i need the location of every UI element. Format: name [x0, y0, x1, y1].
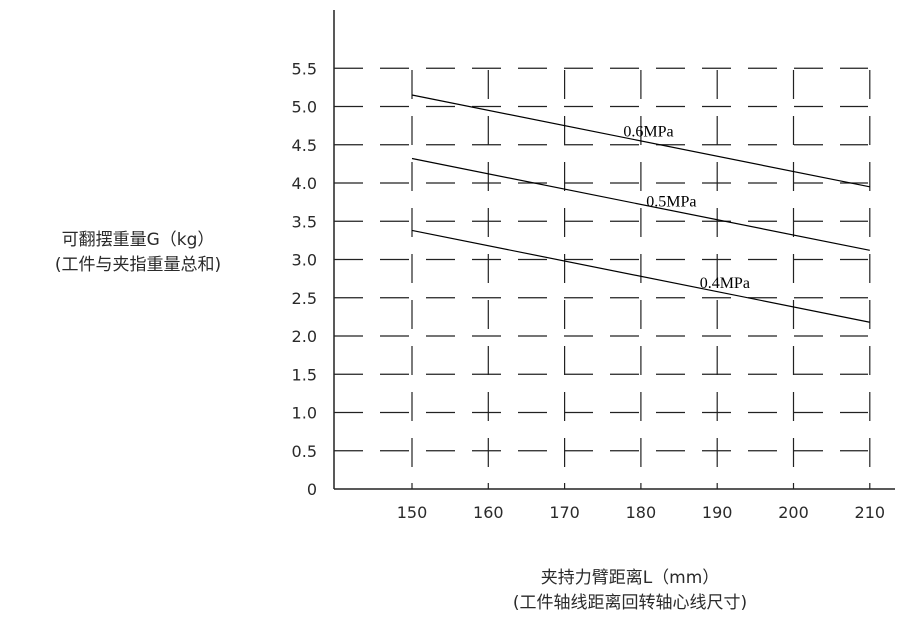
y-tick-label: 3.5: [292, 212, 317, 231]
y-tick-label: 2.5: [292, 289, 317, 308]
y-tick-label: 4.0: [292, 174, 317, 193]
y-tick-label: 3.0: [292, 251, 317, 270]
y-tick-label: 4.5: [292, 136, 317, 155]
series-line-0-4mpa: [411, 229, 870, 323]
x-axis-label: 夹持力臂距离L（mm） (工件轴线距离回转轴心线尺寸): [430, 566, 830, 616]
y-tick-label: 5.5: [292, 59, 317, 78]
y-tick-labels: 0 0.5 1.0 1.5 2.0 2.5 3.0 3.5 4.0 4.5 5.0 5.5: [292, 59, 317, 499]
y-axis-label-line1: 可翻摆重量G（kg）: [61, 230, 215, 250]
x-axis-label-line1: 夹持力臂距离L（mm）: [540, 568, 720, 588]
x-tick-label: 170: [549, 503, 580, 522]
x-axis-label-line2: (工件轴线距离回转轴心线尺寸): [512, 593, 748, 613]
series-label-0-6mpa: 0.6MPa: [623, 123, 673, 140]
x-tick-label: 210: [855, 503, 886, 522]
y-tick-label: 1.0: [292, 404, 317, 423]
x-tick-label: 200: [778, 503, 809, 522]
series-labels: 0.6MPa 0.5MPa 0.4MPa: [623, 123, 750, 292]
axes: [333, 10, 895, 490]
y-axis-label-line2: (工件与夹指重量总和): [54, 255, 222, 275]
series-line-0-6mpa: [411, 94, 870, 188]
series-lines: [411, 94, 870, 323]
y-tick-label: 5.0: [292, 98, 317, 117]
y-tick-label: 2.0: [292, 327, 317, 346]
grid: [334, 67, 871, 470]
x-tick-label: 190: [702, 503, 733, 522]
series-line-0-5mpa: [411, 157, 870, 251]
y-tick-label: 0.5: [292, 442, 317, 461]
y-tick-label: 0: [307, 480, 317, 499]
series-label-0-5mpa: 0.5MPa: [646, 194, 696, 211]
x-tick-labels: 150 160 170 180 190 200 210: [397, 503, 885, 522]
series-label-0-4mpa: 0.4MPa: [700, 275, 750, 292]
x-tick-label: 160: [473, 503, 504, 522]
x-tick-label: 180: [626, 503, 657, 522]
y-axis-label: 可翻摆重量G（kg） (工件与夹指重量总和): [18, 228, 258, 278]
y-tick-label: 1.5: [292, 365, 317, 384]
x-tick-label: 150: [397, 503, 428, 522]
